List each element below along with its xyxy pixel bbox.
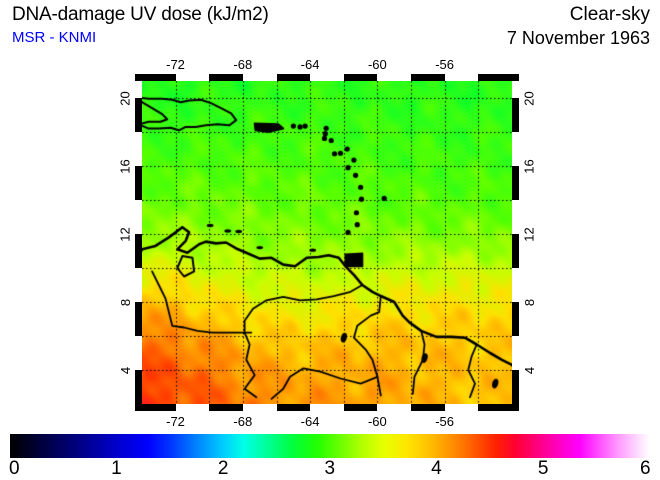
frame-segment bbox=[377, 404, 412, 411]
colorbar-tick-label: 5 bbox=[537, 458, 549, 479]
x-tick-label-bottom: -68 bbox=[233, 414, 253, 429]
frame-segment bbox=[242, 404, 277, 411]
colorbar-tick-label: 1 bbox=[111, 458, 122, 479]
frame-segment bbox=[512, 132, 519, 166]
frame-segment bbox=[377, 74, 412, 81]
x-tick-label-top: -64 bbox=[300, 57, 320, 72]
y-tick-label-right: 8 bbox=[521, 298, 537, 306]
colorbar-gradient bbox=[10, 434, 650, 458]
frame-segment bbox=[135, 132, 142, 166]
x-tick-label-top: -60 bbox=[367, 57, 387, 72]
x-tick-label-bottom: -72 bbox=[166, 414, 185, 429]
frame-segment bbox=[135, 200, 142, 234]
frame-segment bbox=[135, 268, 142, 302]
frame-segment bbox=[135, 81, 142, 98]
y-tick-label-left: 8 bbox=[117, 298, 133, 306]
frame-segment bbox=[175, 74, 210, 81]
x-tick-label-top: -68 bbox=[233, 57, 253, 72]
y-tick-label-left: 4 bbox=[117, 366, 133, 374]
y-tick-label-left: 20 bbox=[117, 90, 133, 106]
x-tick-label-bottom: -64 bbox=[300, 414, 320, 429]
frame-segment bbox=[512, 200, 519, 234]
frame-segment bbox=[310, 74, 344, 81]
map-plot bbox=[135, 74, 519, 411]
x-tick-label-top: -56 bbox=[435, 57, 455, 72]
x-tick-label-top: -72 bbox=[166, 57, 185, 72]
page-title: DNA-damage UV dose (kJ/m2) bbox=[12, 4, 269, 25]
source-label: MSR - KNMI bbox=[12, 29, 97, 46]
frame-segment bbox=[242, 74, 277, 81]
frame-segment bbox=[310, 404, 344, 411]
colorbar-tick-label: 6 bbox=[640, 458, 651, 479]
colorbar-tick-label: 2 bbox=[217, 458, 229, 479]
frame-segment bbox=[175, 404, 210, 411]
frame-segment bbox=[135, 336, 142, 370]
y-tick-label-right: 16 bbox=[521, 158, 537, 174]
y-tick-label-left: 16 bbox=[117, 158, 133, 174]
frame-segment bbox=[444, 74, 479, 81]
y-tick-label-right: 12 bbox=[521, 226, 537, 242]
map-frame bbox=[135, 74, 519, 411]
colorbar bbox=[10, 434, 650, 458]
date-label: 7 November 1963 bbox=[506, 28, 650, 48]
y-tick-label-right: 20 bbox=[521, 90, 537, 106]
x-tick-label-bottom: -60 bbox=[367, 414, 387, 429]
colorbar-tick-label: 0 bbox=[9, 458, 20, 479]
frame-segment bbox=[512, 81, 519, 98]
colorbar-tick-label: 4 bbox=[431, 458, 442, 479]
frame-segment bbox=[512, 336, 519, 370]
frame-segment bbox=[444, 404, 479, 411]
chart-header: DNA-damage UV dose (kJ/m2) Clear-sky MSR… bbox=[0, 0, 660, 52]
uv-dose-heatmap bbox=[142, 81, 512, 404]
condition-label: Clear-sky bbox=[569, 4, 650, 25]
colorbar-tick-label: 3 bbox=[324, 458, 336, 479]
y-tick-label-right: 4 bbox=[521, 366, 537, 374]
x-tick-label-bottom: -56 bbox=[435, 414, 455, 429]
frame-segment bbox=[512, 268, 519, 302]
colorbar-ticks: 0 1 2 3 4 5 6 bbox=[0, 458, 660, 480]
y-tick-label-left: 12 bbox=[117, 226, 133, 242]
